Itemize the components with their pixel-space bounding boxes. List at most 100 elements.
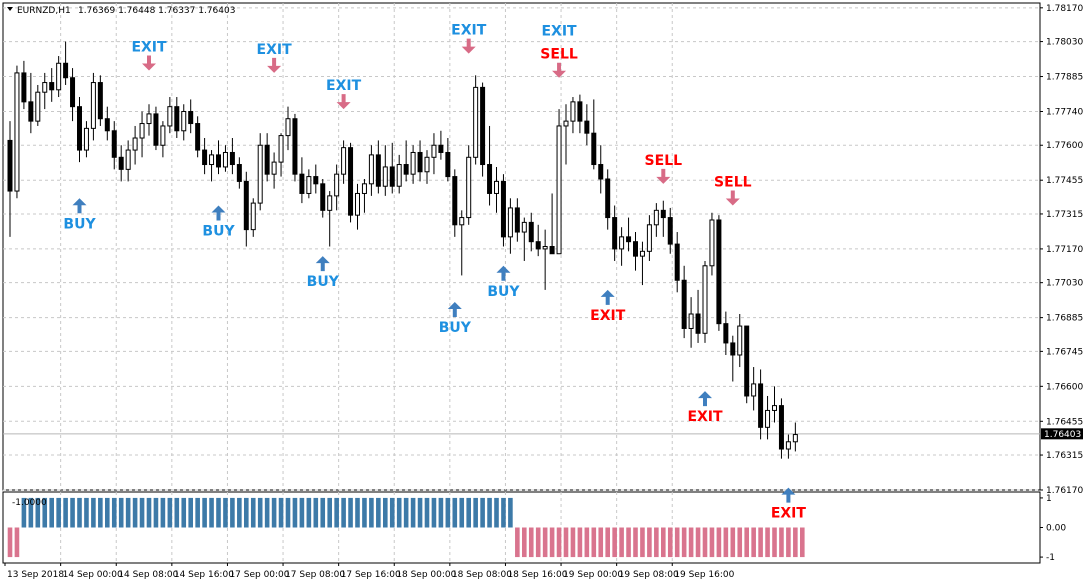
candle xyxy=(563,104,569,165)
candle-body-bull xyxy=(542,246,548,250)
signal-sell: SELL xyxy=(645,153,682,184)
hist-bar-positive xyxy=(139,497,145,528)
indicator-window[interactable] xyxy=(2,491,1041,564)
candle xyxy=(528,212,534,252)
signal-label: BUY xyxy=(202,224,235,240)
hist-bar-positive xyxy=(292,497,298,528)
hist-bar-negative xyxy=(556,527,562,558)
candle xyxy=(111,121,117,170)
candle-body-bull xyxy=(14,72,20,192)
candle-body-bull xyxy=(473,86,479,158)
candle-body-bull xyxy=(355,192,360,216)
hist-bar-positive xyxy=(313,497,319,528)
candle-body-bear xyxy=(70,77,76,108)
time-tick-label: 14 Sep 16:00 xyxy=(174,570,234,580)
candle xyxy=(612,205,618,261)
candle-body-bear xyxy=(723,323,729,344)
candle xyxy=(403,140,409,182)
price-tick-label: 1.76885 xyxy=(1046,314,1083,324)
hist-bar-negative xyxy=(542,527,548,558)
hist-bar-positive xyxy=(91,497,96,528)
candle xyxy=(646,215,652,261)
arrow-down-icon xyxy=(656,168,671,184)
candle xyxy=(723,311,729,355)
hist-bar-negative xyxy=(584,527,590,558)
candle xyxy=(626,217,632,252)
hist-bar-positive xyxy=(376,497,381,528)
hist-bar-negative xyxy=(522,527,527,558)
price-axis[interactable]: 1.78170 1.78030 1.77885 1.77740 1.77600 1.774… xyxy=(1040,4,1083,496)
candle xyxy=(514,198,520,242)
candle-body-bear xyxy=(299,173,305,194)
hist-bar-negative xyxy=(793,527,798,558)
candle-body-bull xyxy=(42,82,48,93)
candle xyxy=(327,191,333,247)
hist-bar-positive xyxy=(285,497,291,528)
time-tick-label: 18 Sep 00:00 xyxy=(396,570,456,580)
chevron-down-icon[interactable] xyxy=(7,7,13,11)
candle-body-bull xyxy=(382,166,388,187)
hist-bar-positive xyxy=(396,497,402,528)
arrow-down-icon xyxy=(461,38,476,54)
candle-body-bull xyxy=(132,137,138,151)
candle xyxy=(118,145,124,182)
signal-label: EXIT xyxy=(590,308,626,324)
hist-bar-positive xyxy=(237,497,242,528)
signal-exit: EXIT xyxy=(257,42,292,73)
hist-bar-positive xyxy=(438,497,444,528)
hist-bar-positive xyxy=(410,497,416,528)
hist-bar-positive xyxy=(320,497,326,528)
candle-body-bear xyxy=(77,106,82,151)
hist-bar-negative xyxy=(779,527,784,558)
hist-bar-negative xyxy=(598,527,604,558)
candle-body-bull xyxy=(765,409,771,428)
signal-label: BUY xyxy=(439,320,472,336)
hist-bar-negative xyxy=(695,527,701,558)
indicator-axis: 1 0.00 -1 xyxy=(1040,494,1066,563)
candle-body-bear xyxy=(7,139,13,192)
candle-body-bull xyxy=(772,405,777,411)
candle xyxy=(466,145,472,225)
hist-bar-negative xyxy=(570,527,576,558)
hist-bar-negative xyxy=(723,527,729,558)
candle-body-bull xyxy=(751,383,757,397)
candle-body-bull xyxy=(222,151,228,168)
hist-bar-positive xyxy=(244,497,249,528)
hist-bar-negative xyxy=(577,527,583,558)
hist-bar-positive xyxy=(299,497,305,528)
candle xyxy=(90,72,96,141)
candle-body-bear xyxy=(598,164,604,180)
candle-body-bear xyxy=(626,236,632,243)
hist-bar-negative xyxy=(619,527,624,558)
hist-bar-positive xyxy=(327,497,332,528)
hist-bar-positive xyxy=(306,497,312,528)
hist-bar-negative xyxy=(640,527,645,558)
candle xyxy=(334,164,340,211)
hist-bar-negative xyxy=(709,527,715,558)
candle xyxy=(542,229,548,290)
candle-body-bear xyxy=(716,219,722,325)
candle xyxy=(424,150,430,184)
candle xyxy=(778,398,784,459)
time-tick-label: 14 Sep 08:00 xyxy=(118,570,178,580)
candle xyxy=(452,169,458,237)
price-tick-label: 1.77455 xyxy=(1046,176,1083,186)
hist-bar-positive xyxy=(42,497,48,528)
signal-buy: BUY xyxy=(439,301,472,336)
candle-body-bear xyxy=(348,147,354,216)
arrow-up-icon xyxy=(211,205,226,221)
price-tick-label: 1.76600 xyxy=(1046,382,1083,392)
candle xyxy=(348,142,354,223)
candle-body-bull xyxy=(702,265,708,334)
main-chart-area[interactable] xyxy=(2,2,1041,491)
candle xyxy=(431,133,437,175)
candle xyxy=(264,133,270,182)
hist-bar-positive xyxy=(153,497,159,528)
candle xyxy=(285,106,291,151)
hist-bar-positive xyxy=(348,497,353,528)
candle xyxy=(56,56,62,98)
hist-bar-negative xyxy=(751,527,756,558)
candle xyxy=(473,75,479,165)
